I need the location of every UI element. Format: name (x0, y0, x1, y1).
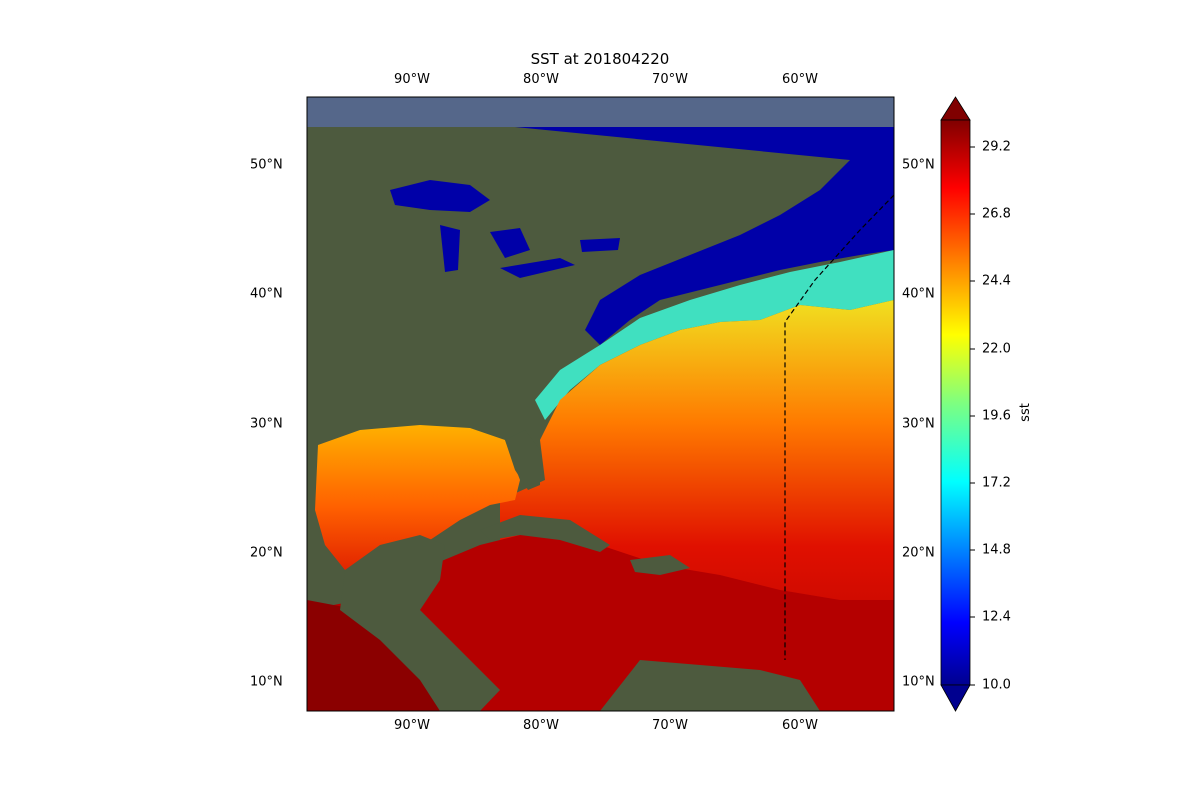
gulf-of-mexico (315, 425, 520, 575)
colorbar-extend-top (940, 96, 971, 121)
boundary-dashed-line (784, 194, 894, 660)
colorbar-gradient (940, 119, 971, 686)
colorbar-tick-label: 29.2 (982, 139, 1011, 155)
lat-label-right-50n: 50°N (902, 157, 935, 173)
lon-label-top-90w: 90°W (394, 72, 430, 87)
cuba-land (480, 515, 610, 552)
lat-label-left-40n: 40°N (250, 286, 283, 302)
lon-label-top-70w: 70°W (652, 72, 688, 87)
lake-huron (490, 228, 530, 258)
colorbar-tick-label: 12.4 (982, 609, 1011, 625)
top-strip (307, 97, 894, 127)
lat-label-right-40n: 40°N (902, 286, 935, 302)
lake-ontario (580, 238, 620, 252)
lat-label-left-10n: 10°N (250, 674, 283, 690)
colorbar (940, 96, 975, 712)
lat-label-left-20n: 20°N (250, 545, 283, 561)
lon-label-bottom-70w: 70°W (652, 718, 688, 733)
colorbar-extend-bottom (940, 684, 971, 712)
colorbar-tick-label: 17.2 (982, 475, 1011, 491)
south-america-land (600, 660, 820, 711)
map-panel (307, 97, 894, 711)
colorbar-label: sst (1017, 403, 1033, 422)
lat-label-right-30n: 30°N (902, 416, 935, 432)
lon-label-top-60w: 60°W (782, 72, 818, 87)
lake-michigan (440, 225, 460, 272)
map-title: SST at 201804220 (530, 50, 670, 68)
lake-superior (390, 180, 490, 212)
cold-water-region (515, 127, 894, 345)
colorbar-tick-label: 19.6 (982, 408, 1011, 424)
lake-erie (500, 258, 575, 278)
lon-label-bottom-60w: 60°W (782, 718, 818, 733)
transition-band (535, 250, 894, 420)
colorbar-tick-label: 22.0 (982, 341, 1011, 357)
lon-label-bottom-80w: 80°W (523, 718, 559, 733)
colorbar-tick-label: 10.0 (982, 677, 1011, 693)
lat-label-right-10n: 10°N (902, 674, 935, 690)
lat-label-left-50n: 50°N (250, 157, 283, 173)
central-america-land (340, 535, 500, 711)
florida-land (505, 430, 540, 490)
lon-label-bottom-90w: 90°W (394, 718, 430, 733)
lat-label-right-20n: 20°N (902, 545, 935, 561)
lat-label-left-30n: 30°N (250, 416, 283, 432)
hispaniola-land (630, 555, 690, 575)
lon-label-top-80w: 80°W (523, 72, 559, 87)
map-frame (306, 96, 895, 712)
colorbar-tick-label: 14.8 (982, 542, 1011, 558)
colorbar-tick-label: 24.4 (982, 273, 1011, 289)
colorbar-tick-label: 26.8 (982, 206, 1011, 222)
